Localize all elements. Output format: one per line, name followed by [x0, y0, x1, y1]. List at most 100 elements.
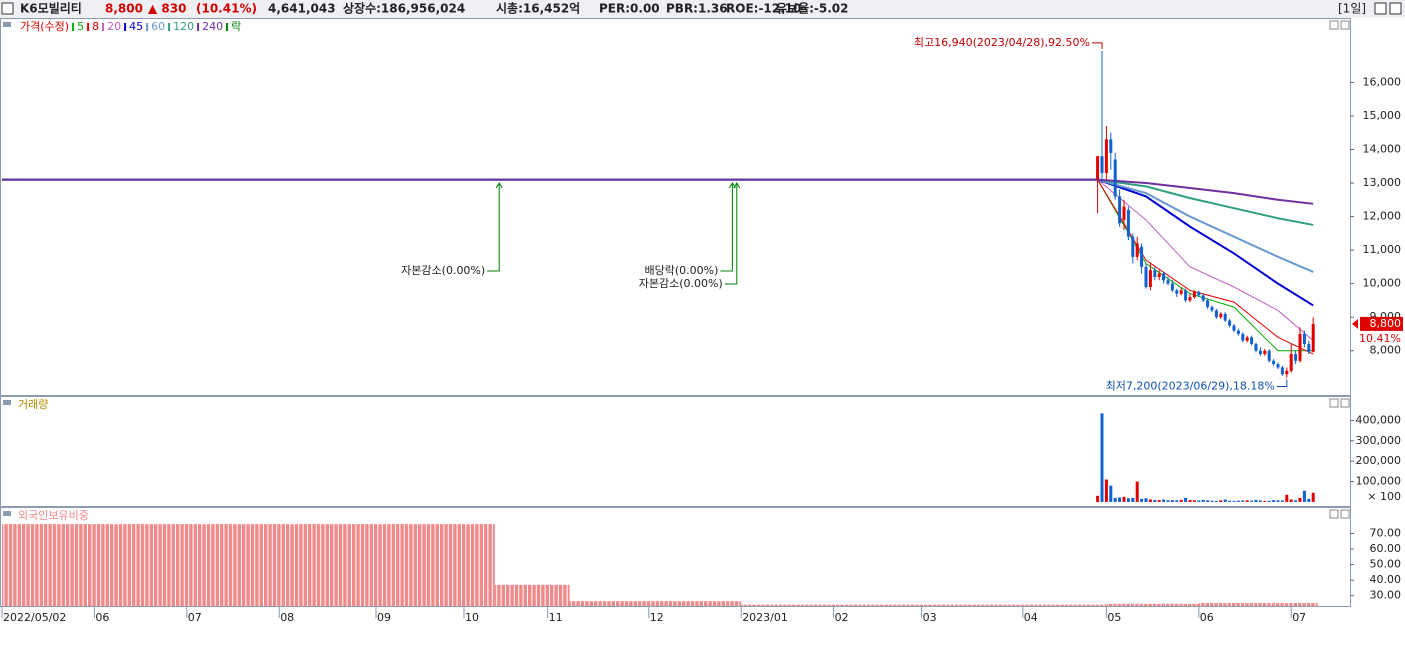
- y-tick-label: 40.00: [1370, 573, 1402, 586]
- y-tick-label: 13,000: [1363, 176, 1402, 189]
- y-tick-label: 30.00: [1370, 589, 1402, 602]
- volume-bar: [1135, 481, 1139, 502]
- candle-body: [1179, 290, 1183, 294]
- candle-body: [1272, 360, 1276, 365]
- x-tick-label: 08: [280, 611, 294, 624]
- legend-swatch: [72, 23, 75, 31]
- candle-body: [1280, 367, 1284, 375]
- period[interactable]: [1일]: [1338, 2, 1366, 16]
- volume-bar: [1096, 495, 1100, 502]
- change: ▲ 830: [148, 2, 186, 16]
- panel-title: 거래량: [18, 398, 48, 411]
- volume-bar: [1241, 500, 1245, 502]
- candle-body: [1113, 159, 1117, 197]
- volume-bar: [1214, 500, 1218, 502]
- panel-min: [1329, 20, 1339, 30]
- candle-body: [1122, 206, 1126, 220]
- panel-frame: [0, 507, 1351, 607]
- candle-body: [1245, 337, 1249, 341]
- candle-body: [1307, 344, 1311, 352]
- last-price-box: [1360, 316, 1403, 331]
- volume-bar: [1285, 494, 1289, 502]
- close-button[interactable]: [1389, 2, 1402, 15]
- candle-body: [1232, 325, 1236, 331]
- legend-item: 45: [129, 20, 143, 33]
- volume-bar: [1302, 490, 1306, 502]
- y-tick-label: 12,000: [1363, 210, 1402, 223]
- volume-bar: [1153, 499, 1157, 502]
- volume-bar: [1148, 499, 1152, 502]
- x-tick-label: 02: [835, 611, 849, 624]
- candle-body: [1104, 139, 1108, 173]
- checkbox[interactable]: [1, 2, 14, 15]
- candle-body: [1219, 313, 1223, 318]
- candle-body: [1206, 300, 1210, 308]
- volume-bar: [1100, 413, 1104, 502]
- holding-bar: [1198, 603, 1318, 606]
- header-bar: [0, 0, 1405, 18]
- x-tick-label: 2022/05/02: [3, 611, 66, 624]
- volume-bar: [1267, 500, 1271, 502]
- candle-body: [1223, 313, 1227, 321]
- last-price: 8,800: [1370, 317, 1402, 330]
- panel-min: [1329, 509, 1339, 519]
- volume-bar: [1122, 496, 1126, 502]
- candle-body: [1214, 310, 1218, 318]
- volume-bar: [1254, 499, 1258, 502]
- volume-bar: [1236, 500, 1240, 502]
- last-change: 10.41%: [1359, 332, 1401, 345]
- legend-swatch: [197, 23, 200, 31]
- price: 8,800: [105, 2, 143, 16]
- volume-bar: [1245, 500, 1249, 502]
- panel-title: 외국인보유비중: [18, 509, 89, 522]
- volume-bar: [1140, 498, 1144, 502]
- y-tick-label: 10,000: [1363, 277, 1402, 290]
- candle-body: [1258, 350, 1262, 355]
- legend-item: 8: [92, 20, 99, 33]
- last-pointer: [1352, 318, 1358, 329]
- restore-button[interactable]: [1374, 2, 1387, 15]
- y-tick-label: 14,000: [1363, 142, 1402, 155]
- volume-bar: [1170, 500, 1174, 502]
- y-tick-label: 11,000: [1363, 243, 1402, 256]
- candle-body: [1100, 156, 1104, 173]
- unit-label: × 100: [1367, 490, 1401, 503]
- y-tick-label: 70.00: [1370, 526, 1402, 539]
- volume-bar: [1276, 500, 1280, 502]
- holding-bar: [741, 604, 1107, 606]
- candle-body: [1298, 333, 1302, 361]
- volume-bar: [1294, 500, 1298, 502]
- panel-frame: [0, 396, 1351, 507]
- candle-body: [1118, 196, 1122, 224]
- legend-item: 가격(수정): [20, 20, 69, 33]
- x-tick-label: 05: [1107, 611, 1121, 624]
- candle-body: [1096, 156, 1100, 180]
- candle-body: [1210, 307, 1214, 311]
- candle-body: [1302, 333, 1306, 345]
- volume-bar: [1298, 497, 1302, 502]
- volume-bar: [1263, 500, 1267, 502]
- volume-bar: [1188, 500, 1192, 502]
- panel-max: [1340, 509, 1350, 519]
- volume-bar: [1258, 500, 1262, 502]
- x-tick-label: 06: [1200, 611, 1214, 624]
- extreme-arrow: [1092, 42, 1103, 49]
- volume-bar: [1197, 500, 1201, 502]
- listed: 상장수:186,956,024: [343, 1, 465, 16]
- volume-bar: [1175, 500, 1179, 502]
- volume-bar: [1157, 500, 1161, 502]
- volume-bar: [1166, 500, 1170, 502]
- reserve: 유보율:-5.02: [776, 2, 849, 16]
- candle-body: [1241, 333, 1245, 341]
- candle-body: [1285, 370, 1289, 375]
- legend-swatch: [168, 23, 171, 31]
- candle-body: [1289, 354, 1293, 371]
- volume-bar: [1219, 500, 1223, 502]
- volume-bar: [1113, 497, 1117, 502]
- legend-swatch: [102, 23, 105, 31]
- extreme-arrow: [1276, 379, 1288, 388]
- event-label: 배당락(0.00%): [645, 264, 719, 277]
- candle-body: [1175, 290, 1179, 294]
- candle-body: [1162, 273, 1166, 281]
- y-tick-label: 50.00: [1370, 558, 1402, 571]
